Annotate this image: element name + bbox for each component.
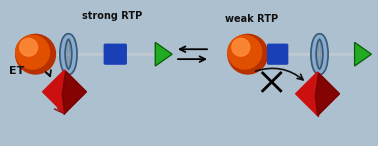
FancyBboxPatch shape — [268, 44, 288, 64]
Circle shape — [15, 34, 56, 74]
Polygon shape — [43, 70, 87, 114]
Circle shape — [20, 38, 37, 56]
Circle shape — [232, 38, 250, 56]
Polygon shape — [296, 72, 339, 116]
FancyBboxPatch shape — [104, 44, 126, 64]
Ellipse shape — [67, 36, 70, 72]
Text: weak RTP: weak RTP — [225, 14, 278, 25]
Polygon shape — [155, 42, 172, 66]
Circle shape — [15, 35, 50, 69]
Polygon shape — [355, 42, 371, 66]
Text: strong RTP: strong RTP — [82, 11, 143, 21]
Polygon shape — [62, 71, 87, 114]
Circle shape — [228, 34, 268, 74]
Ellipse shape — [318, 36, 321, 72]
Text: ET: ET — [9, 66, 24, 76]
Circle shape — [228, 35, 262, 69]
Polygon shape — [315, 73, 339, 116]
